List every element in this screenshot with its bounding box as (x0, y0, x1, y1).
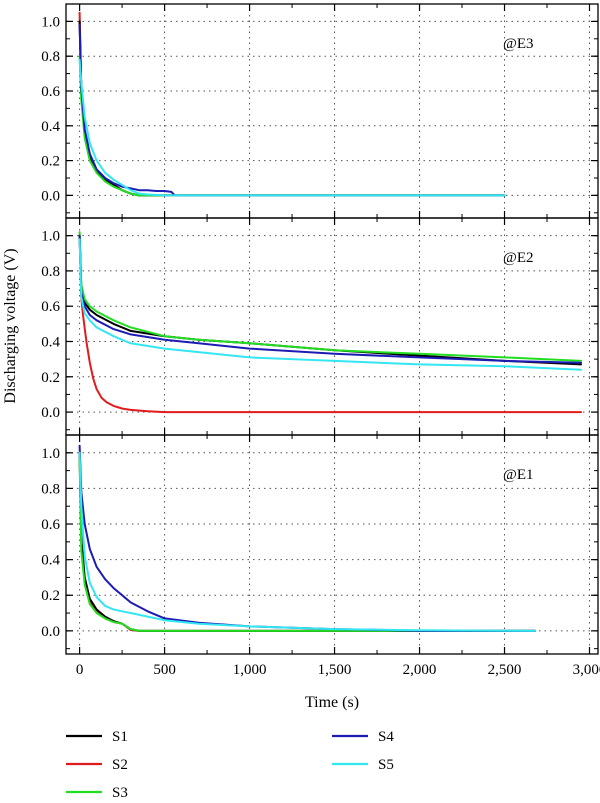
legend-item-S5: S5 (332, 757, 394, 773)
y-tick-label: 1.0 (41, 229, 60, 245)
legend-label-S5: S5 (378, 757, 394, 773)
series-line-S1 (78, 234, 582, 366)
legend-item-S4: S4 (332, 729, 394, 745)
y-tick-label: 0.2 (41, 370, 60, 386)
y-tick-label: 1.0 (41, 14, 60, 30)
series-line-S5 (78, 58, 506, 197)
legend-label-S1: S1 (112, 729, 128, 745)
legend: S1 S2 S3 S4 S5 (66, 729, 394, 801)
x-tick-label: 1,000 (233, 662, 267, 678)
series-line-S5 (78, 451, 537, 632)
legend-item-S1: S1 (66, 729, 128, 745)
x-tick-label: 500 (153, 662, 176, 678)
y-tick-label: 0.4 (41, 553, 60, 569)
y-tick-label: 0.6 (41, 84, 60, 100)
y-tick-label: 0.6 (41, 517, 60, 533)
x-tick-label: 2,500 (488, 662, 522, 678)
legend-label-S3: S3 (112, 785, 128, 801)
y-tick-label: 0.0 (41, 624, 60, 640)
y-tick-label: 0.0 (41, 188, 60, 204)
panel-2: 0.0 0.2 0.4 0.6 0.8 1.0 @E2 (41, 217, 599, 436)
y-tick-label: 0.6 (41, 299, 60, 315)
series-line-S1 (78, 451, 537, 632)
series-line-S4 (78, 234, 582, 364)
legend-label-S2: S2 (112, 757, 128, 773)
plot-area: 0.0 0.2 0.4 0.6 0.8 1.0 @E3 0.0 0.2 0.4 0.6 0.8 1.0 @… (41, 3, 600, 678)
panel-label: @E1 (503, 467, 533, 483)
y-axis-label: Discharging voltage (V) (2, 248, 19, 403)
y-tick-label: 0.8 (41, 49, 60, 65)
x-tick-label: 1,500 (318, 662, 352, 678)
y-tick-label: 0.4 (41, 119, 60, 135)
y-tick-label: 0.2 (41, 588, 60, 604)
y-tick-label: 0.2 (41, 154, 60, 170)
series-line-S2 (78, 11, 506, 197)
x-tick-label: 2,000 (403, 662, 437, 678)
panel-1: 0.0 0.2 0.4 0.6 0.8 1.0 @E3 (41, 3, 599, 219)
series-line-S1 (78, 20, 506, 197)
series-line-S5 (78, 238, 582, 371)
legend-item-S2: S2 (66, 757, 128, 773)
series-line-S2 (78, 234, 582, 414)
panel-frame (65, 434, 599, 655)
legend-item-S3: S3 (66, 785, 128, 801)
series-line-S3 (78, 231, 582, 362)
x-tick-label: 3,000 (573, 662, 600, 678)
y-tick-label: 0.8 (41, 264, 60, 280)
y-tick-label: 0.4 (41, 334, 60, 350)
legend-label-S4: S4 (378, 729, 394, 745)
x-tick-label: 0 (76, 662, 84, 678)
series-line-S2 (78, 455, 537, 632)
y-tick-label: 1.0 (41, 446, 60, 462)
series-line-S4 (78, 444, 537, 632)
series-line-S3 (78, 458, 537, 632)
x-axis-label: Time (s) (305, 694, 359, 711)
panel-label: @E2 (503, 250, 533, 266)
y-tick-label: 0.8 (41, 481, 60, 497)
series-line-S4 (78, 23, 506, 197)
panel-label: @E3 (503, 36, 533, 52)
y-tick-label: 0.0 (41, 405, 60, 421)
panel-3: 0.0 0.2 0.4 0.6 0.8 1.0 @E1 0 500 1,000 1,500 2,000… (41, 434, 600, 678)
